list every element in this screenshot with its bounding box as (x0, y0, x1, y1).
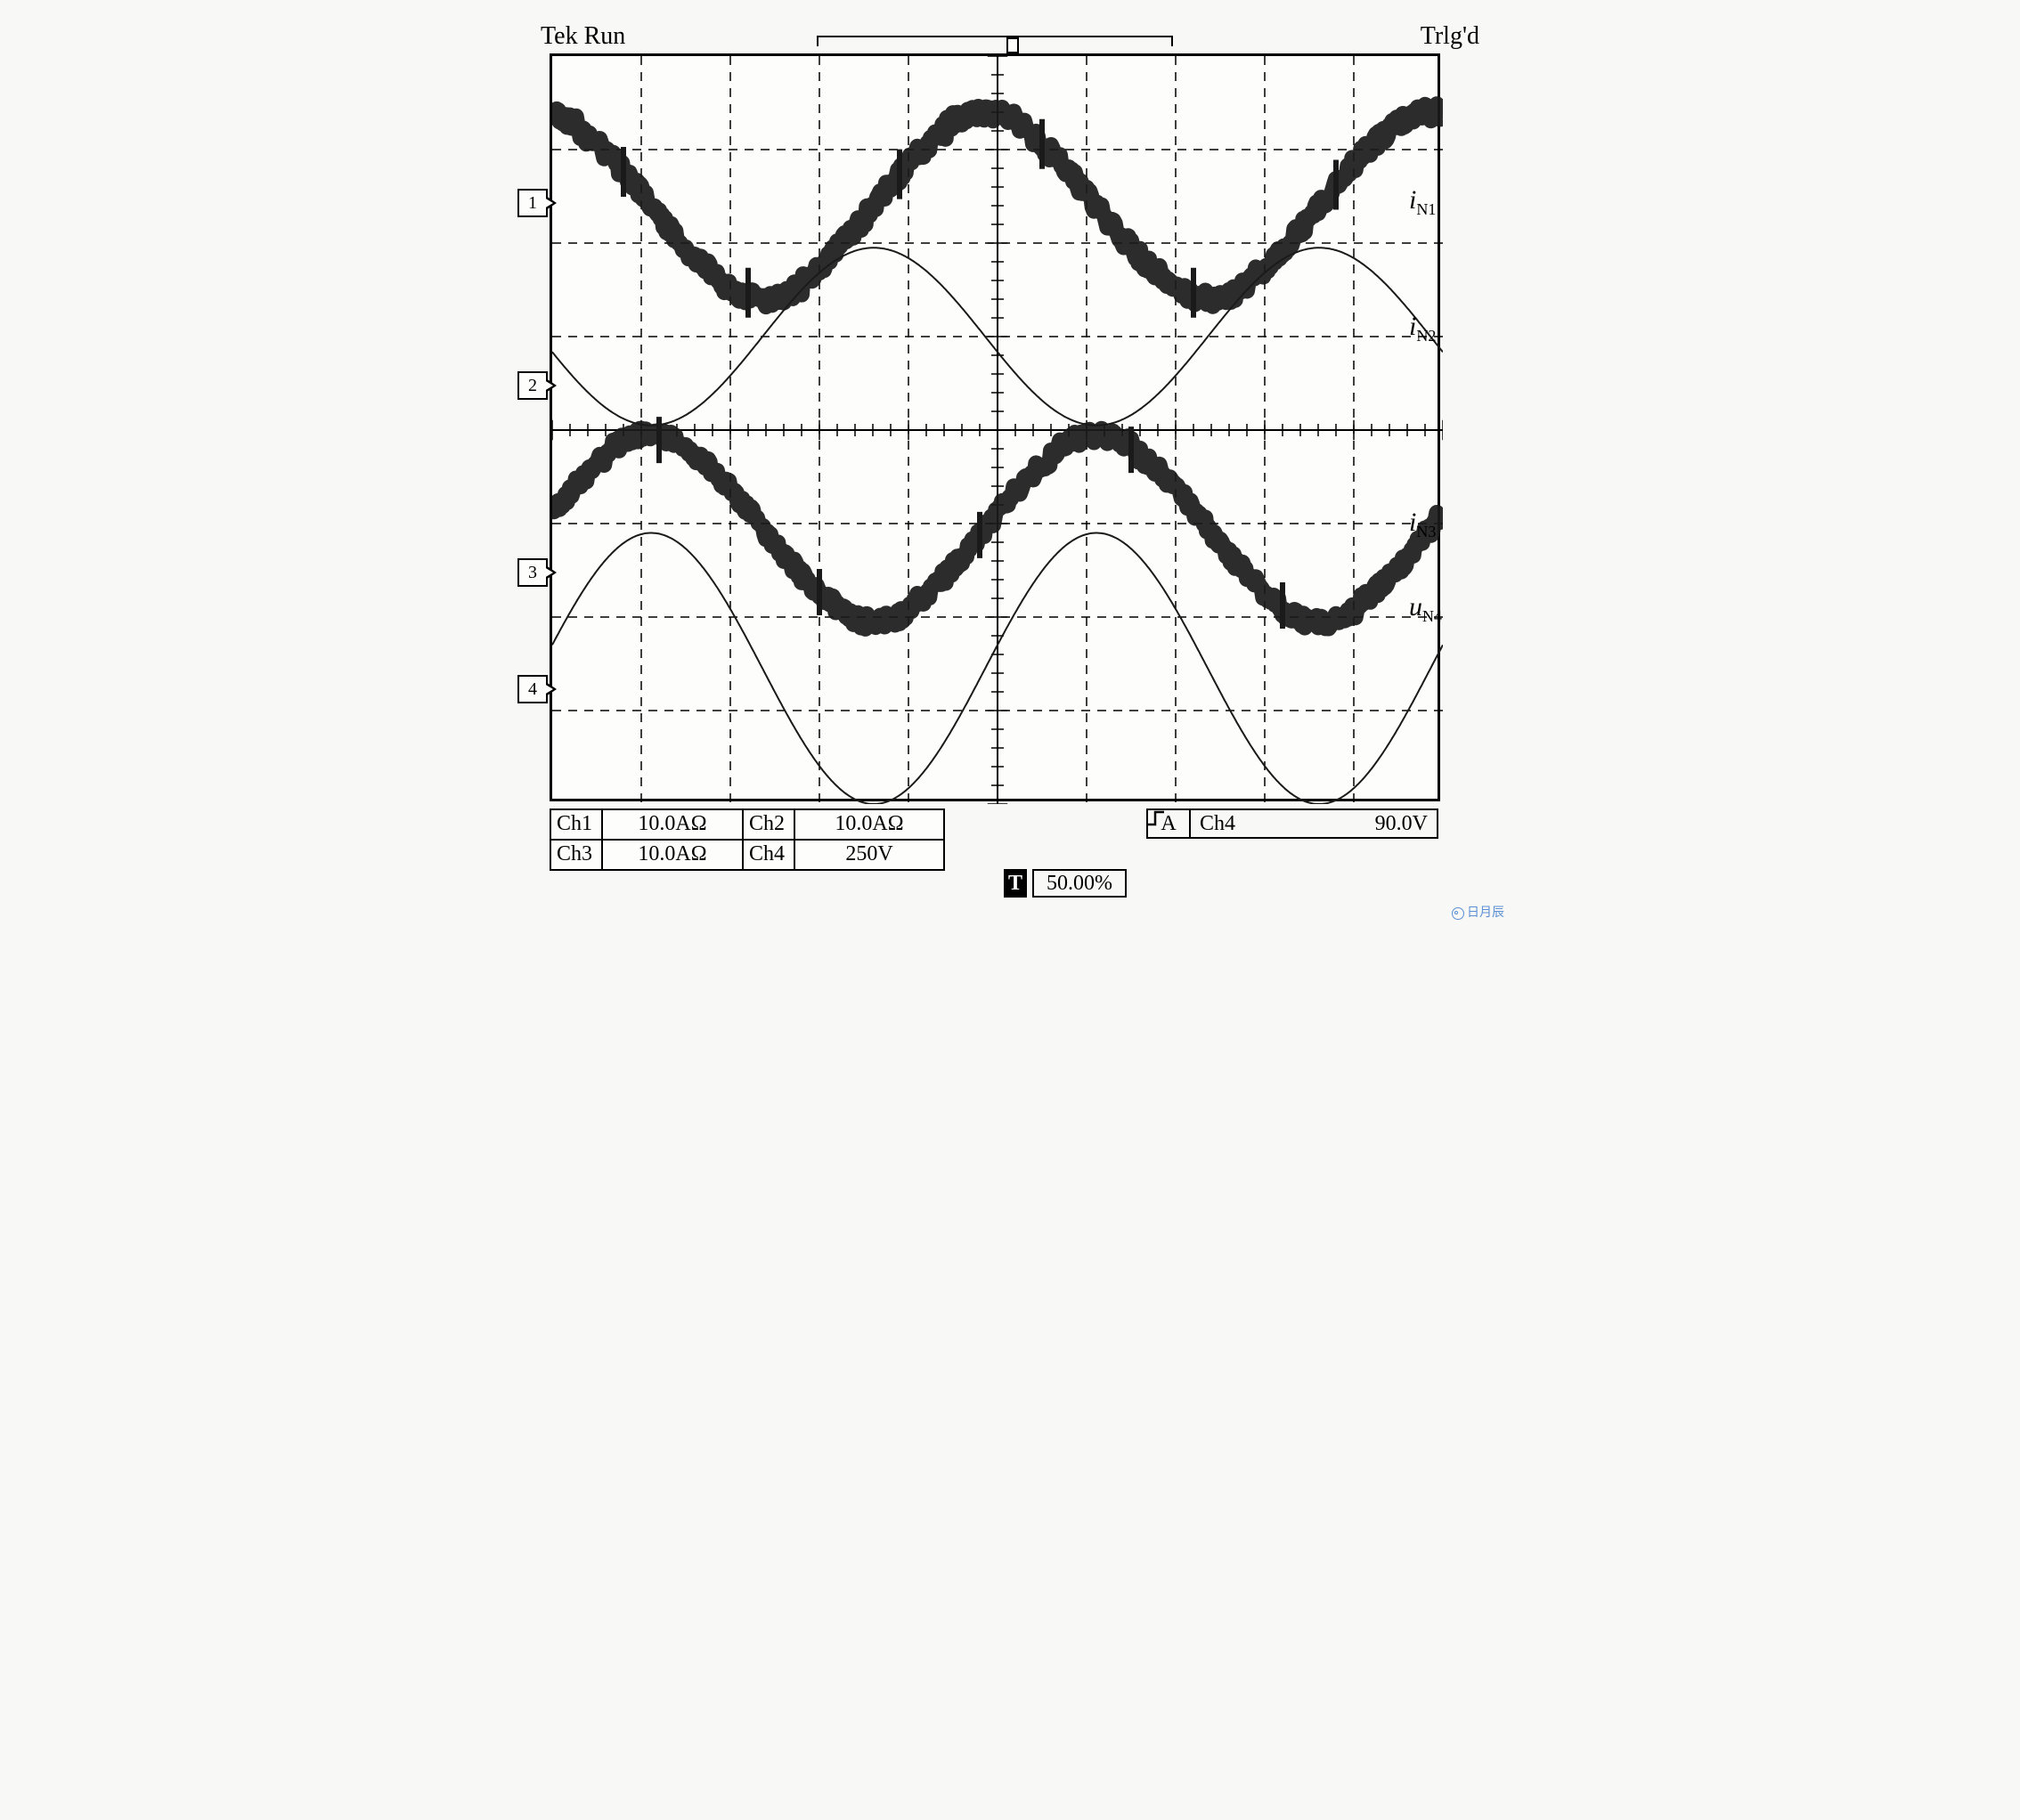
trigger-position-percent: T 50.00% (1004, 869, 1127, 898)
channel-settings-footer: Ch110.0AΩCh210.0AΩCh310.0AΩCh4250V (550, 808, 943, 869)
footer-cell: Ch3 (550, 839, 603, 871)
t-icon: T (1004, 869, 1027, 898)
waveform-svg (552, 56, 1443, 804)
footer-cell: Ch2 (742, 808, 795, 841)
footer-cell: 10.0AΩ (601, 808, 744, 841)
footer-row: Ch310.0AΩCh4250V (550, 839, 943, 869)
trace-label-N4: uN4 (1409, 592, 1442, 626)
footer-cell: 10.0AΩ (601, 839, 744, 871)
trigger-detail: Ch4 90.0V (1189, 808, 1438, 839)
trace-label-N2: iN2 (1409, 312, 1436, 345)
watermark: 日月辰 (1452, 903, 1505, 921)
footer-row: Ch110.0AΩCh210.0AΩ (550, 808, 943, 839)
oscilloscope-display: Tek Run Trlg'd 1234 iN1iN2iN3uN4 Ch110.0… (505, 18, 1515, 928)
footer-cell: Ch4 (742, 839, 795, 871)
trace-label-N1: iN1 (1409, 185, 1436, 219)
percent-value: 50.00% (1032, 869, 1127, 898)
trigger-channel: Ch4 (1200, 810, 1235, 837)
footer-cell: Ch1 (550, 808, 603, 841)
footer-cell: 250V (794, 839, 945, 871)
graticule (550, 53, 1440, 801)
run-status: Tek Run (541, 22, 625, 51)
channel-marker-4: 4 (517, 675, 548, 703)
trigger-level: 90.0V (1375, 810, 1428, 837)
trigger-status: Trlg'd (1421, 22, 1479, 51)
trace-label-N3: iN3 (1409, 508, 1436, 541)
channel-marker-3: 3 (517, 558, 548, 587)
channel-marker-1: 1 (517, 189, 548, 217)
trigger-settings: A Ch4 90.0V (1146, 808, 1438, 839)
trigger-position-pointer (1006, 37, 1019, 53)
channel-marker-2: 2 (517, 371, 548, 400)
trigger-range-bracket (817, 36, 1173, 46)
footer-cell: 10.0AΩ (794, 808, 945, 841)
